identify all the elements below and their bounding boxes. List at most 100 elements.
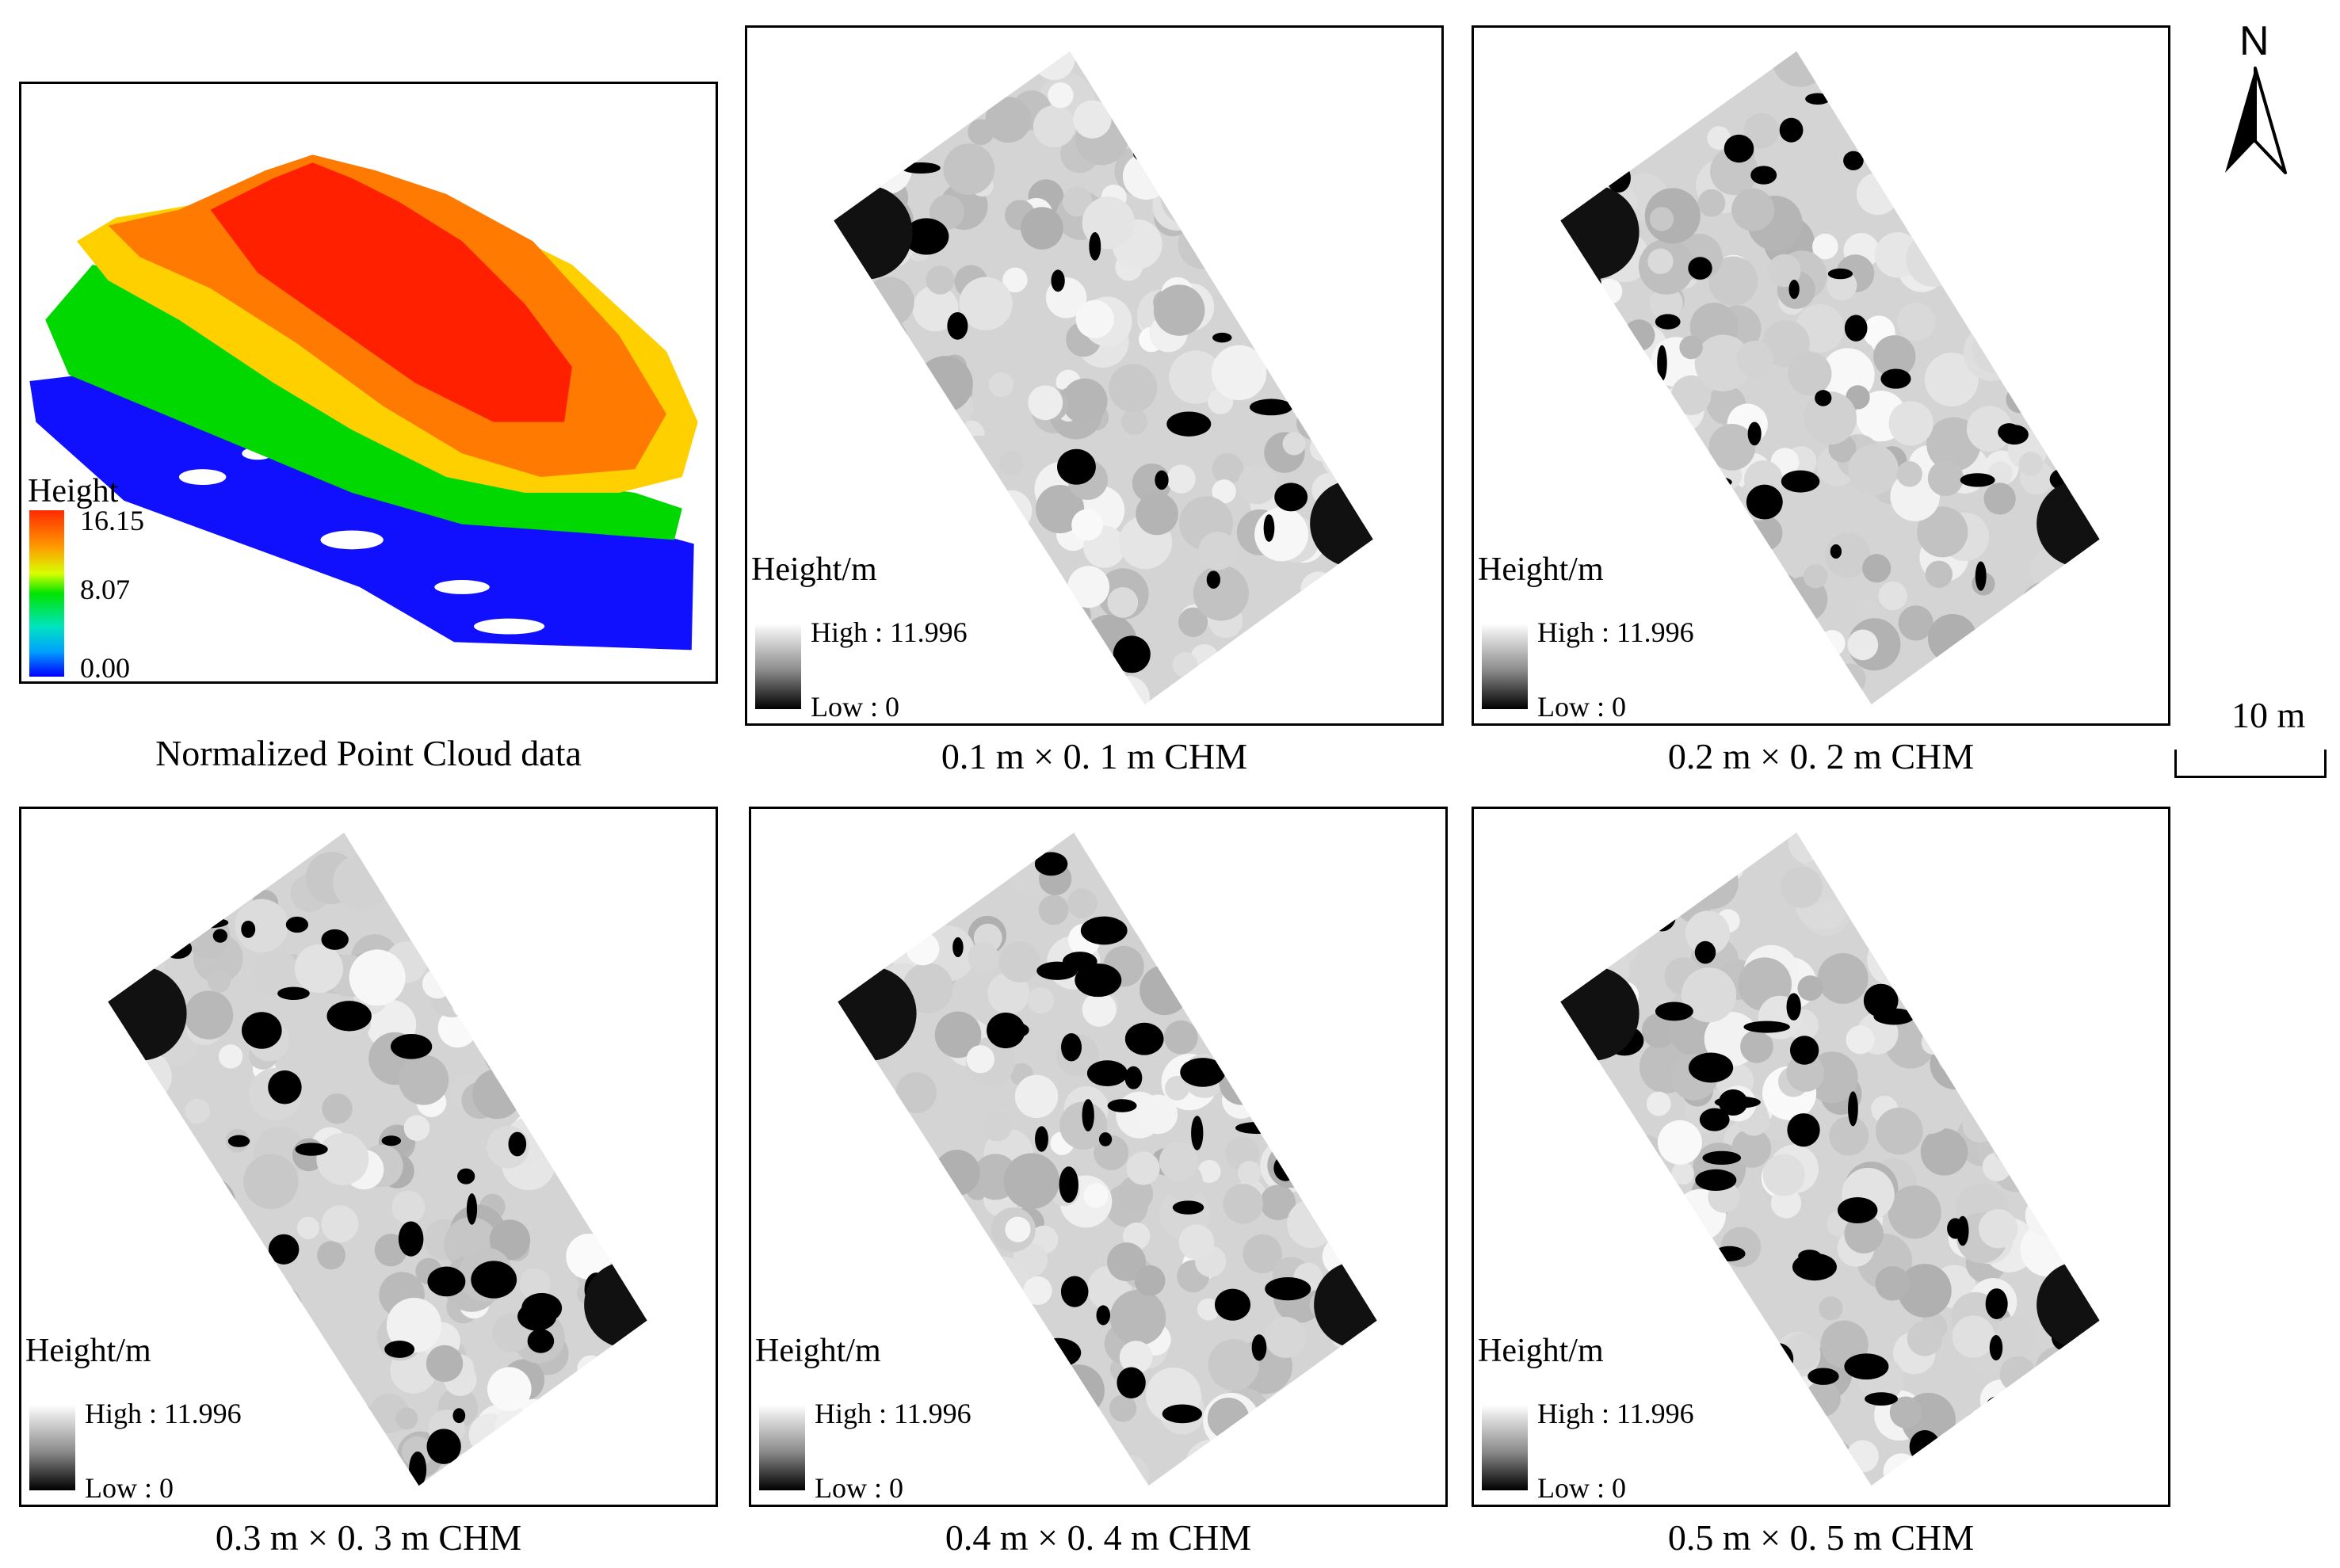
scale-bar-label: 10 m — [2231, 695, 2306, 735]
canopy-gap — [466, 1193, 478, 1225]
tree-crown — [1605, 107, 1651, 154]
canopy-gap — [1843, 151, 1864, 170]
tree-crown — [1797, 975, 1823, 1001]
north-arrow-icon — [2225, 67, 2287, 174]
tree-crown — [1667, 1345, 1722, 1400]
tree-crown — [1302, 958, 1327, 982]
canopy-gap — [227, 1135, 250, 1147]
tree-crown — [954, 1315, 1011, 1372]
tree-crown — [502, 1452, 538, 1486]
chm-high-label: High : 11.996 — [1537, 616, 1694, 648]
tree-crown — [185, 1098, 210, 1124]
tree-crown — [1804, 1437, 1856, 1486]
tree-crown — [1992, 1130, 2025, 1163]
canopy-gap — [1979, 857, 2017, 887]
chm-caption-4: 0.4 m × 0. 4 m CHM — [945, 1517, 1252, 1558]
tree-crown — [1563, 1132, 1613, 1182]
tree-crown — [1560, 1223, 1574, 1280]
canopy-gap — [1771, 622, 1806, 650]
tree-crown — [2085, 193, 2100, 233]
tree-crown — [1198, 532, 1237, 570]
tree-crown — [641, 1165, 647, 1202]
tree-crown — [395, 1407, 418, 1430]
tree-crown — [559, 1084, 612, 1136]
tree-crown — [1310, 123, 1337, 149]
chm-gray-ramp — [29, 1405, 75, 1490]
tree-crown — [1608, 1347, 1648, 1387]
tree-crown — [916, 356, 973, 413]
canopy-gap — [1604, 429, 1645, 454]
tree-crown — [108, 1127, 110, 1165]
tree-crown — [2085, 627, 2100, 683]
canopy-gap — [1075, 963, 1122, 998]
canopy-gap — [1010, 654, 1034, 685]
tree-crown — [888, 550, 930, 593]
canopy-gap — [1807, 1368, 1839, 1385]
canopy-gap — [1982, 173, 2014, 192]
tree-crown — [1184, 1439, 1240, 1486]
tree-crown — [1293, 59, 1317, 84]
tree-crown — [931, 1208, 962, 1239]
canopy-gap — [1051, 269, 1065, 292]
canopy-gap — [834, 62, 839, 94]
tree-crown — [341, 1429, 380, 1467]
tree-crown — [1962, 1108, 1998, 1143]
tree-crown — [1853, 832, 1905, 876]
tree-crown — [1211, 97, 1261, 147]
tree-crown — [1238, 929, 1270, 960]
tree-crown — [2038, 1140, 2092, 1194]
tree-crown — [904, 665, 935, 696]
tree-crown — [1819, 630, 1846, 657]
tree-crown — [1311, 1102, 1361, 1152]
tree-crown — [1106, 1454, 1150, 1486]
canopy-gap — [1191, 1116, 1204, 1150]
canopy-gap — [1098, 1132, 1113, 1146]
tree-crown — [2096, 1434, 2100, 1459]
tree-crown — [1991, 1028, 2021, 1058]
canopy-gap — [939, 836, 980, 872]
tree-crown — [1746, 551, 1778, 583]
tree-crown — [2003, 1127, 2059, 1182]
tree-crown — [1747, 515, 1783, 551]
tree-crown — [1754, 620, 1777, 643]
tree-crown — [1560, 1062, 1590, 1114]
tree-crown — [1351, 1217, 1377, 1249]
tree-crown — [491, 892, 523, 924]
tree-crown — [934, 1011, 982, 1059]
tree-crown — [1185, 51, 1215, 68]
tree-crown — [1777, 630, 1828, 681]
tree-crown — [1971, 1430, 2008, 1467]
canopy-gap — [838, 857, 857, 887]
tree-crown — [1920, 1128, 1968, 1176]
tree-crown — [1178, 903, 1204, 929]
tree-crown — [920, 1269, 950, 1299]
tree-crown — [1342, 874, 1377, 916]
tree-crown — [1896, 51, 1945, 90]
tree-crown — [1212, 452, 1244, 485]
tree-crown — [1038, 895, 1069, 925]
tree-crown — [1160, 169, 1217, 226]
tree-crown — [1358, 1234, 1377, 1265]
tree-crown — [1744, 1467, 1781, 1486]
canopy-gap — [1258, 1093, 1304, 1111]
tree-crown — [1898, 605, 1933, 641]
tree-crown — [1208, 979, 1247, 1019]
canopy-gap — [1327, 1080, 1349, 1109]
tree-crown — [1231, 1418, 1285, 1473]
tree-crown — [1212, 479, 1236, 504]
tree-crown — [1023, 1276, 1052, 1306]
canopy-gap — [1985, 1396, 2010, 1421]
tree-crown — [600, 955, 633, 987]
tree-crown — [1341, 857, 1377, 910]
tree-crown — [1847, 629, 1879, 661]
tree-crown — [1169, 350, 1223, 404]
canopy-gap — [1061, 1032, 1082, 1062]
tree-crown — [476, 1447, 509, 1479]
tree-crown — [386, 1297, 442, 1353]
tree-crown — [2033, 380, 2086, 433]
canopy-gap — [527, 1329, 555, 1353]
tree-crown — [838, 834, 844, 857]
tree-crown — [838, 947, 848, 1004]
tree-crown — [1262, 1429, 1304, 1471]
tree-crown — [70, 925, 101, 957]
